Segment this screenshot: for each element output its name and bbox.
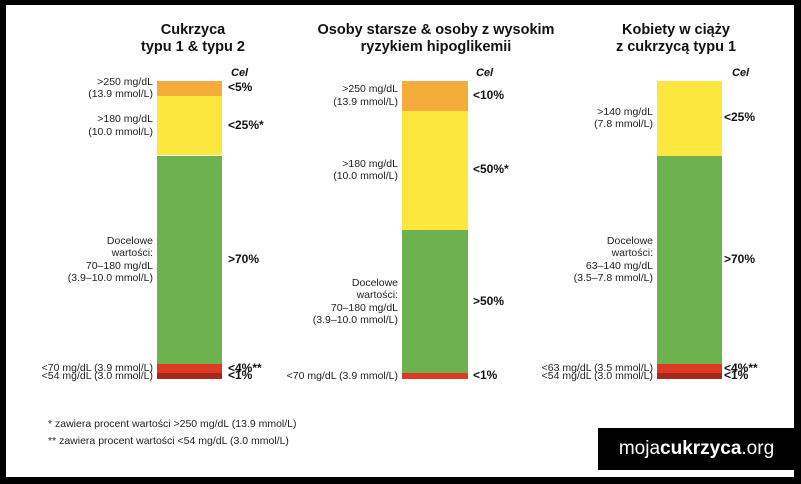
range-label: >250 mg/dL (13.9 mmol/L) (333, 83, 398, 108)
target-value: >70% (724, 251, 756, 266)
stacked-bar-1 (157, 81, 222, 379)
range-label: <70 mg/dL (3.9 mmol/L) (41, 362, 153, 375)
target-value: <4%** (724, 360, 758, 375)
target-value: <25% (724, 110, 756, 125)
bar-segment-in-range (402, 230, 468, 374)
bar-segment-low (157, 364, 222, 374)
bar-segment-very-high (402, 81, 468, 111)
stacked-bar-3 (657, 81, 722, 379)
range-label: >180 mg/dL (10.0 mmol/L) (333, 157, 398, 183)
target-value: <1% (473, 368, 498, 383)
bar-segment-high (657, 81, 722, 156)
bar-segment-in-range (157, 155, 222, 365)
target-value: <25%* (228, 117, 264, 132)
range-label: <63 mg/dL (3.5 mmol/L) (541, 362, 653, 375)
bar-segment-high (157, 95, 222, 156)
target-header-2: Cel (476, 67, 494, 79)
target-value: <5% (228, 80, 253, 95)
bar-segment-very-low (157, 373, 222, 379)
target-value: <4%** (228, 360, 262, 375)
chart-title-3: Kobiety w ciąży z cukrzycą typu 1 (615, 22, 737, 55)
chart-canvas: Cukrzyca typu 1 & typu 2 Cel >250 mg/dL (1… (6, 5, 795, 477)
footnote-2: ** zawiera procent wartości <54 mg/dL (3… (48, 435, 289, 447)
chart-title-2: Osoby starsze & osoby z wysokim ryzykiem… (317, 22, 555, 55)
target-header-3: Cel (732, 67, 750, 79)
range-label: >180 mg/dL (10.0 mmol/L) (88, 113, 153, 138)
logo: mojacukrzyca.org (598, 428, 795, 470)
bar-segment-very-low (657, 373, 722, 379)
range-label: <70 mg/dL (3.9 mmol/L) (286, 369, 398, 382)
target-value: <1% (724, 368, 749, 383)
logo-prefix: moja (618, 438, 661, 459)
logo-suffix: .org (741, 438, 775, 459)
target-value: >70% (228, 251, 260, 266)
bar-segment-low (402, 373, 468, 379)
range-label: Docelowe wartości: 70–180 mg/dL (3.9–10.… (67, 234, 153, 285)
range-label: <54 mg/dL (3.0 mmol/L) (41, 369, 153, 382)
range-label: <54 mg/dL (3.0 mmol/L) (541, 369, 653, 382)
range-label: >140 mg/dL (7.8 mmol/L) (594, 105, 653, 131)
footnote-1: * zawiera procent wartości >250 mg/dL (1… (48, 418, 297, 430)
bar-segment-low (657, 364, 722, 374)
bar-segment-very-high (157, 81, 222, 96)
range-label: Docelowe wartości: 70–180 mg/dL (3.9–10.… (312, 276, 398, 327)
chart-title-1: Cukrzyca typu 1 & typu 2 (141, 22, 245, 55)
target-value: >50% (473, 293, 505, 308)
logo-bold: cukrzyca (660, 438, 742, 459)
stacked-bar-2 (402, 81, 468, 379)
target-value: <1% (228, 368, 253, 383)
range-label: Docelowe wartości: 63–140 mg/dL (3.5–7.8… (573, 234, 653, 285)
range-label: >250 mg/dL (13.9 mmol/L) (88, 75, 153, 101)
target-header-1: Cel (231, 67, 249, 79)
target-value: <10% (473, 87, 505, 102)
bar-segment-high (402, 110, 468, 230)
target-value: <50%* (473, 162, 509, 177)
bar-segment-in-range (657, 155, 722, 365)
